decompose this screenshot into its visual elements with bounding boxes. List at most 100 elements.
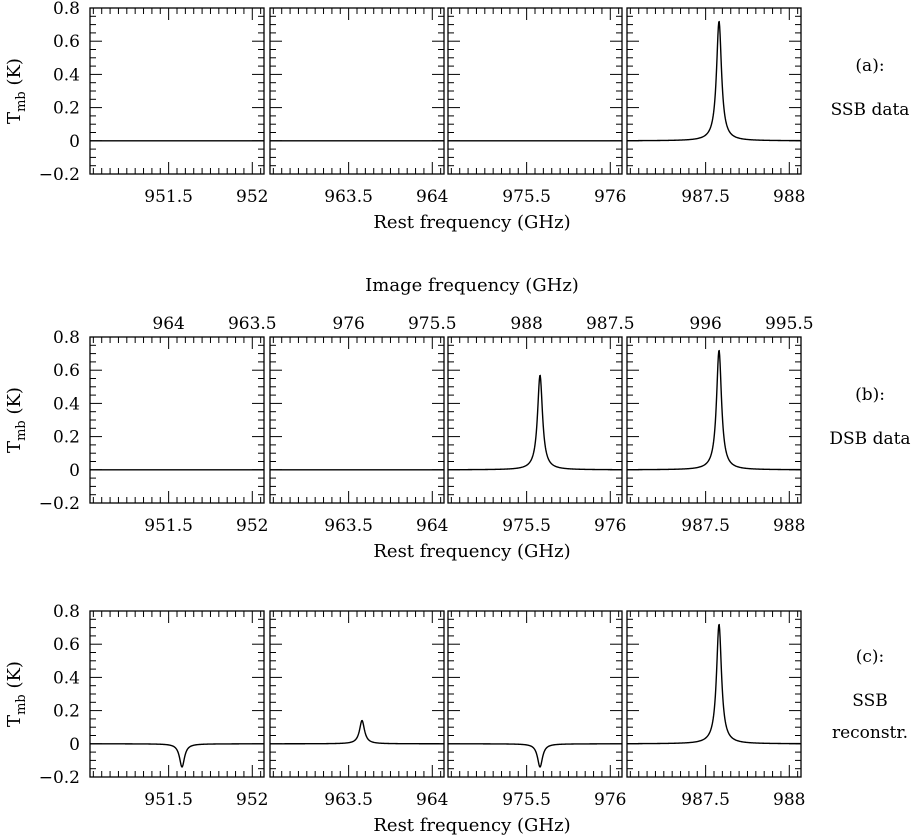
x-tick-label: 988 [773,516,805,536]
y-tick-label: 0 [69,461,80,481]
chart-panel: 975.5 976 [447,610,627,810]
chart-row-3: 951.5 952 963.5 964 975.5 976 987.5 988 −0.2 0 0.2… [4,602,908,836]
y-axis-label-main: T [4,715,25,727]
x-axis-label: Rest frequency (GHz) [373,212,570,233]
x-tick-label: 963.5 [324,516,373,536]
chart-panel: 987.5 988 [626,610,806,810]
image-tick-label: 987.5 [586,314,635,334]
row-label: DSB data [829,429,910,449]
y-tick-label: −0.2 [39,165,80,185]
y-axis-label-main: T [4,441,25,453]
row-label: (a): [855,56,884,76]
chart-panel: 987.5 988 [626,7,806,207]
x-tick-label: 952 [236,790,268,810]
spectrum-line [448,374,622,471]
x-tick-label: 975.5 [502,516,551,536]
x-tick-label: 988 [773,187,805,207]
panel-frame [89,610,265,778]
image-tick-label: 963.5 [228,314,277,334]
y-tick-label: 0 [69,735,80,755]
spectrum-line [627,20,801,142]
x-tick-label: 964 [416,790,448,810]
spectrum-line [627,349,801,471]
y-axis-label: Tmb (K) [4,661,29,727]
y-tick-label: 0.8 [53,0,80,19]
x-tick-label: 951.5 [144,516,193,536]
row-label: reconstr. [832,723,908,743]
y-axis-label: Tmb (K) [4,387,29,453]
chart-panel: 963.5 964 [269,610,449,810]
image-tick-label: 996 [689,314,721,334]
panel-frame [447,336,623,504]
x-tick-label: 976 [594,516,626,536]
spectrum-line [447,743,622,768]
y-axis-label-sub: mb [14,91,29,112]
panel-frame [447,610,623,778]
chart-panel: 963.5 964 [269,7,449,207]
spectrum-line [269,719,444,745]
x-tick-label: 987.5 [681,187,730,207]
y-axis-label-unit: (K) [4,387,25,420]
panel-frame [269,610,445,778]
chart-panel: 975.5 976 988 987.5 [447,314,635,536]
row-label: SSB [852,691,888,711]
x-tick-label: 988 [773,790,805,810]
x-tick-label: 963.5 [324,187,373,207]
y-tick-label: 0.4 [53,394,80,414]
y-tick-label: 0.6 [53,361,80,381]
y-axis-label-sub: mb [14,420,29,441]
chart-panel: 951.5 952 [89,7,269,207]
chart-row-2: 951.5 952 964 963.5 963.5 964 976 975.5 975.5 976… [4,275,911,562]
image-tick-label: 988 [510,314,542,334]
row-label: (b): [855,385,885,405]
y-axis-label: Tmb (K) [4,58,29,124]
y-tick-label: 0.8 [53,328,80,348]
panel-frame [626,7,802,175]
y-tick-label: 0.2 [53,428,80,448]
y-axis-label-sub: mb [14,694,29,715]
panel-frame [626,610,802,778]
chart-panel: 951.5 952 964 963.5 [89,314,277,536]
y-axis-label-unit: (K) [4,661,25,694]
panel-frame [89,336,265,504]
y-tick-label: 0.6 [53,32,80,52]
x-tick-label: 951.5 [144,187,193,207]
chart-panel: 951.5 952 [89,610,269,810]
chart-panel: 975.5 976 [447,7,627,207]
x-tick-label: 975.5 [502,187,551,207]
x-tick-label: 951.5 [144,790,193,810]
y-tick-label: 0.4 [53,668,80,688]
spectrum-line [627,623,801,745]
x-tick-label: 963.5 [324,790,373,810]
y-tick-label: 0.6 [53,635,80,655]
image-tick-label: 975.5 [408,314,457,334]
image-tick-label: 964 [152,314,184,334]
panel-frame [89,7,265,175]
image-axis-label: Image frequency (GHz) [365,275,579,296]
y-tick-label: −0.2 [39,494,80,514]
y-tick-label: 0.4 [53,65,80,85]
x-tick-label: 952 [236,516,268,536]
panel-frame [626,336,802,504]
x-axis-label: Rest frequency (GHz) [373,541,570,562]
chart-panel: 987.5 988 996 995.5 [626,314,814,536]
x-tick-label: 976 [594,187,626,207]
y-axis-label-unit: (K) [4,58,25,91]
x-tick-label: 975.5 [502,790,551,810]
row-label: SSB data [831,100,910,120]
x-tick-label: 952 [236,187,268,207]
y-axis-label-main: T [4,112,25,124]
spectrum-line [89,743,264,768]
image-tick-label: 976 [332,314,364,334]
image-tick-label: 995.5 [765,314,814,334]
chart-row-1: 951.5 952 963.5 964 975.5 976 987.5 988 −0.2 0 0.2… [4,0,909,233]
panel-frame [447,7,623,175]
y-tick-label: 0.2 [53,702,80,722]
y-tick-label: 0.2 [53,99,80,119]
x-tick-label: 964 [416,516,448,536]
x-tick-label: 987.5 [681,516,730,536]
panel-frame [269,7,445,175]
x-tick-label: 964 [416,187,448,207]
panel-frame [269,336,445,504]
